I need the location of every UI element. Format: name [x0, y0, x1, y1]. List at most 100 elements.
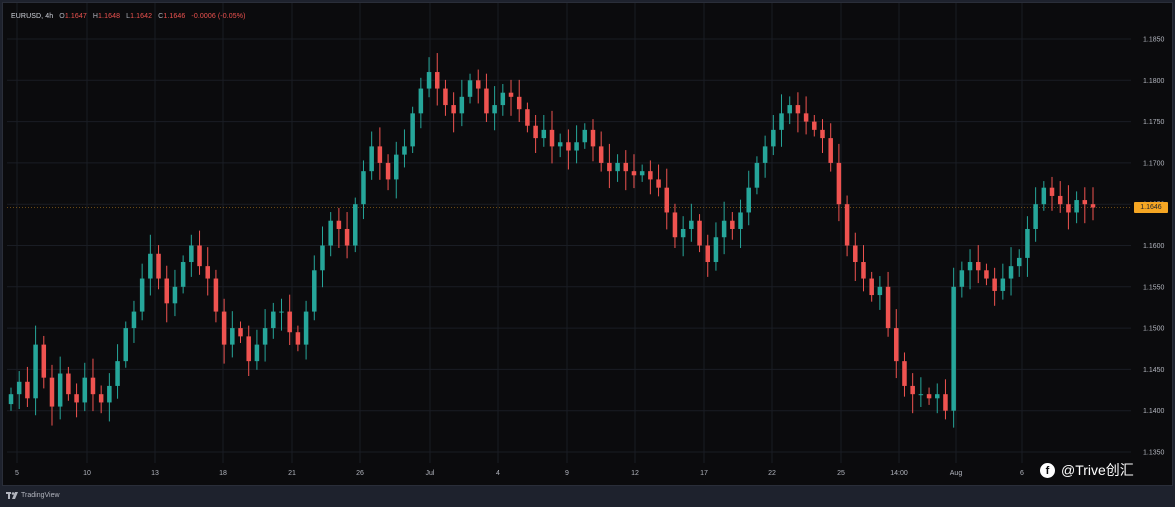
- candle-body: [648, 171, 653, 180]
- y-tick-label: 1.1800: [1143, 78, 1165, 85]
- x-tick-label: 4: [496, 470, 500, 477]
- candle-body: [1025, 228, 1030, 258]
- x-tick-label: 14:00: [890, 470, 908, 477]
- candle-body: [943, 394, 948, 411]
- candle-body: [1016, 257, 1022, 267]
- low-label: L: [126, 13, 131, 20]
- candle-body: [984, 270, 989, 279]
- candle-body: [1082, 200, 1088, 205]
- tradingview-logo[interactable]: TradingView: [6, 492, 60, 499]
- candle-body: [582, 129, 588, 143]
- candle-body: [631, 171, 637, 176]
- candle-body: [516, 96, 522, 110]
- candle-body: [295, 332, 301, 345]
- candle-body: [738, 212, 743, 229]
- candle-body: [926, 394, 932, 399]
- candle-body: [475, 80, 481, 89]
- candle-body: [1049, 187, 1055, 196]
- close-label: C: [158, 13, 164, 20]
- x-tick-label: 6: [1020, 470, 1024, 477]
- candle-body: [287, 311, 292, 333]
- candle-body: [533, 125, 538, 139]
- candle-body: [918, 394, 924, 396]
- candle-body: [336, 220, 342, 229]
- candle-body: [451, 105, 456, 114]
- watermark-text: @Trive创汇: [1061, 462, 1134, 478]
- candle-body: [377, 146, 383, 163]
- candle-body: [98, 394, 104, 403]
- candle-body: [33, 344, 38, 399]
- chart-panel[interactable]: 1.18501.18001.17501.17001.16501.16001.15…: [2, 2, 1173, 486]
- candle-body: [812, 121, 817, 130]
- candle-body: [189, 245, 194, 263]
- candle-body: [213, 278, 219, 312]
- candle-body: [877, 286, 883, 296]
- open-label: O: [59, 13, 65, 20]
- x-tick-label: 9: [565, 470, 569, 477]
- candle-body: [328, 220, 333, 246]
- candle-body: [74, 394, 79, 403]
- candle-body: [41, 344, 47, 378]
- candle-body: [467, 80, 473, 97]
- candle-body: [828, 138, 833, 163]
- candle-body: [131, 311, 137, 329]
- candle-body: [762, 146, 768, 163]
- candle-body: [623, 162, 629, 172]
- candle-body: [82, 377, 88, 403]
- y-tick-label: 1.1850: [1143, 37, 1165, 44]
- candlestick-chart[interactable]: 1.18501.18001.17501.17001.16501.16001.15…: [3, 3, 1172, 485]
- last-price-badge: 1.1646: [1134, 202, 1168, 213]
- tradingview-icon: [6, 492, 18, 499]
- candle-body: [615, 162, 620, 172]
- candle-body: [221, 311, 227, 345]
- candle-body: [713, 237, 719, 263]
- candle-body: [164, 278, 169, 304]
- candle-body: [230, 328, 235, 345]
- candle-body: [320, 245, 325, 271]
- candle-body: [779, 113, 784, 130]
- candle-body: [1066, 204, 1071, 213]
- x-tick-label: 25: [837, 470, 845, 477]
- candle-body: [459, 96, 465, 114]
- candle-body: [639, 171, 645, 176]
- y-tick-label: 1.1750: [1143, 119, 1165, 126]
- candle-body: [303, 311, 309, 345]
- candle-body: [795, 105, 801, 114]
- candle-body: [885, 286, 891, 329]
- candle-body: [787, 105, 792, 114]
- y-tick-label: 1.1350: [1143, 450, 1165, 457]
- candle-body: [57, 373, 63, 407]
- candle-body: [1033, 204, 1038, 229]
- candle-body: [566, 142, 571, 151]
- candle-body: [8, 394, 14, 405]
- candle-body: [803, 113, 809, 122]
- candle-body: [869, 278, 874, 296]
- candle-body: [935, 394, 940, 399]
- candle-body: [246, 336, 251, 362]
- x-tick-label: 17: [700, 470, 708, 477]
- candle-body: [418, 88, 424, 114]
- x-tick-label: Jul: [426, 470, 435, 477]
- candle-body: [746, 187, 751, 213]
- candle-body: [910, 385, 915, 395]
- candle-body: [1074, 200, 1079, 213]
- candle-body: [1000, 278, 1006, 291]
- close-value: 1.1646: [163, 13, 186, 20]
- candle-body: [426, 72, 432, 89]
- candle-body: [123, 328, 129, 362]
- candle-body: [697, 220, 702, 246]
- high-value: 1.1648: [98, 13, 121, 20]
- candle-body: [139, 278, 145, 312]
- candle-body: [844, 204, 850, 246]
- candle-body: [1041, 187, 1047, 205]
- candle-body: [25, 381, 30, 399]
- candle-body: [730, 220, 735, 229]
- symbol-legend: EURUSD, 4h O1.1647 H1.1648 L1.1642 C1.16…: [11, 13, 246, 20]
- candle-body: [508, 92, 514, 97]
- facebook-icon: f: [1040, 462, 1055, 478]
- candle-body: [402, 146, 407, 155]
- tradingview-label: TradingView: [21, 492, 60, 499]
- open-value: 1.1647: [64, 13, 87, 20]
- candle-body: [967, 262, 973, 271]
